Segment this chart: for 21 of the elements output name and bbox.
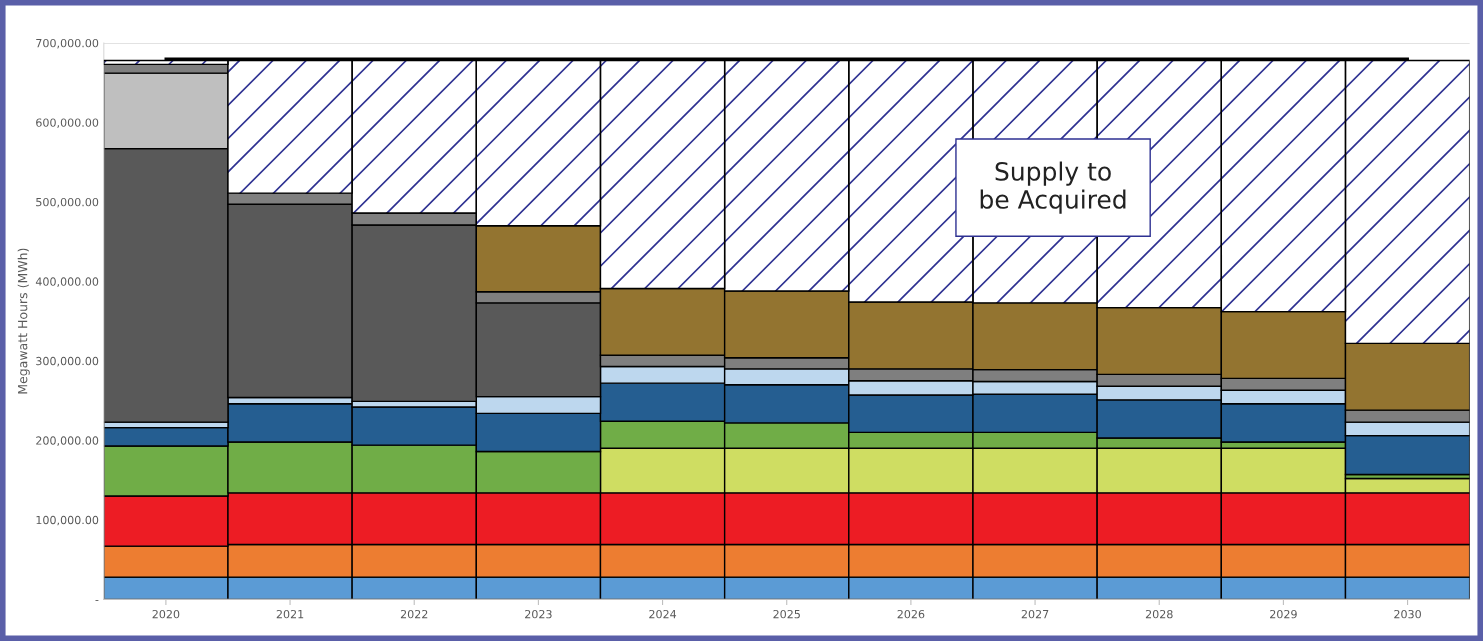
y-tick-label: - <box>95 600 99 601</box>
y-tick-label: 100,000.00 <box>36 515 99 526</box>
x-tick-label: 2030 <box>1394 609 1421 619</box>
y-tick-label: 700,000.00 <box>36 38 99 49</box>
x-tick-label: 2023 <box>525 609 552 619</box>
x-tick-label: 2026 <box>897 609 925 619</box>
x-tick-label: 2027 <box>1021 609 1049 619</box>
x-tick-label: 2020 <box>152 609 180 619</box>
y-tick-label: 300,000.00 <box>36 356 99 367</box>
x-tick-label: 2022 <box>400 609 428 619</box>
y-tick-label: 600,000.00 <box>36 118 99 128</box>
x-tick-label: 2028 <box>1145 609 1173 619</box>
series-label: Supply to be Acquired <box>980 161 1126 214</box>
y-tick-label: 200,000.00 <box>36 436 99 446</box>
x-tick-label: 2024 <box>649 609 677 619</box>
y-tick-label: 500,000.00 <box>36 197 99 208</box>
x-tick-label: 2021 <box>276 609 304 619</box>
x-tick-label: 2025 <box>773 609 800 619</box>
y-axis-title: Megawatt Hours (MWh) <box>17 248 30 394</box>
y-tick-label: 400,000.00 <box>35 277 99 287</box>
x-tick-label: 2029 <box>1270 609 1297 619</box>
